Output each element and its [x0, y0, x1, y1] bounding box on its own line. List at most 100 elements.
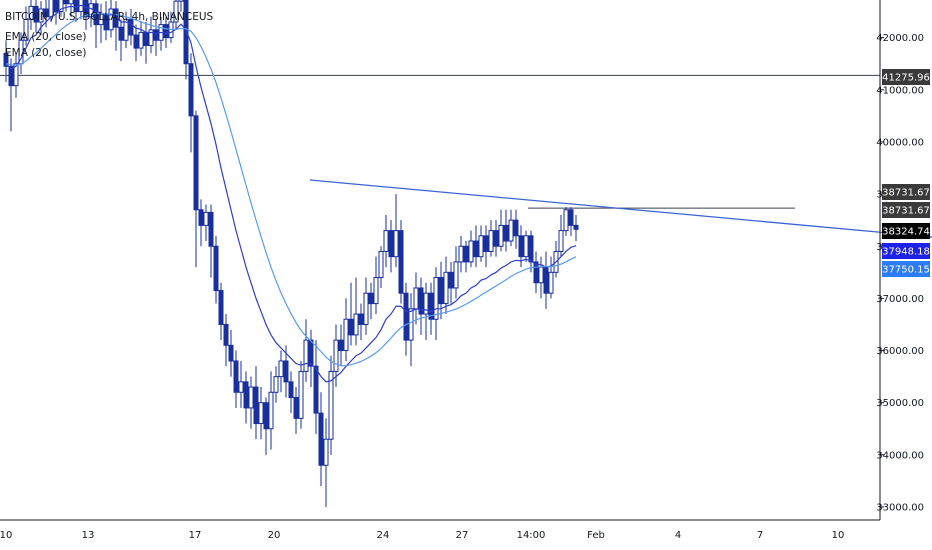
candle[interactable]	[343, 298, 349, 361]
candle[interactable]	[208, 204, 214, 278]
candle[interactable]	[258, 387, 264, 440]
candle[interactable]	[463, 241, 469, 273]
trendline[interactable]	[309, 179, 932, 238]
candle[interactable]	[38, 1, 44, 36]
candle[interactable]	[358, 303, 364, 341]
candle[interactable]	[468, 230, 474, 268]
candle[interactable]	[268, 371, 274, 450]
candle[interactable]	[8, 58, 14, 132]
candle[interactable]	[378, 246, 384, 288]
indicator-label-ema-1[interactable]: EMA (20, close)	[5, 31, 87, 43]
candle[interactable]	[518, 225, 524, 268]
candle[interactable]	[458, 235, 464, 273]
candle[interactable]	[283, 345, 289, 398]
candle[interactable]	[23, 6, 29, 46]
candle[interactable]	[498, 209, 504, 252]
candle[interactable]	[108, 0, 114, 38]
candle[interactable]	[58, 0, 64, 17]
candle[interactable]	[178, 0, 184, 12]
candle[interactable]	[188, 53, 194, 153]
candle[interactable]	[298, 360, 304, 429]
candle[interactable]	[488, 220, 494, 257]
candle[interactable]	[238, 360, 244, 408]
time-axis[interactable]: 10 13 17 20 24 27 14:00 Feb 4 7 10	[0, 530, 844, 541]
candle[interactable]	[493, 220, 499, 257]
candle[interactable]	[243, 371, 249, 424]
candle[interactable]	[68, 0, 74, 17]
candle[interactable]	[313, 340, 319, 434]
candle[interactable]	[3, 40, 9, 82]
candle[interactable]	[213, 235, 219, 304]
candle[interactable]	[173, 0, 179, 30]
candle[interactable]	[433, 267, 439, 341]
candle[interactable]	[513, 209, 519, 249]
trendline-layer[interactable]	[309, 179, 932, 238]
candle[interactable]	[453, 246, 459, 299]
candle[interactable]	[473, 225, 479, 268]
candle[interactable]	[563, 207, 569, 236]
candle[interactable]	[573, 214, 579, 242]
candle[interactable]	[303, 319, 309, 382]
candle[interactable]	[528, 230, 534, 273]
candle[interactable]	[293, 387, 299, 434]
candle[interactable]	[123, 11, 129, 49]
candle[interactable]	[133, 24, 139, 62]
candle[interactable]	[233, 350, 239, 408]
candle[interactable]	[288, 371, 294, 414]
candle[interactable]	[508, 209, 514, 247]
candle[interactable]	[523, 230, 529, 262]
candle[interactable]	[218, 282, 224, 341]
candle[interactable]	[403, 282, 409, 356]
candle[interactable]	[558, 214, 564, 257]
candle[interactable]	[253, 366, 259, 440]
candle[interactable]	[323, 418, 329, 507]
candle[interactable]	[373, 256, 379, 315]
candle[interactable]	[448, 261, 454, 304]
candle[interactable]	[483, 225, 489, 268]
candle[interactable]	[223, 314, 229, 367]
candle[interactable]	[278, 350, 284, 393]
candle[interactable]	[353, 277, 359, 346]
candle[interactable]	[263, 397, 269, 455]
candle[interactable]	[73, 0, 79, 23]
candle[interactable]	[423, 282, 429, 341]
candle[interactable]	[203, 204, 209, 242]
candle[interactable]	[318, 392, 324, 487]
candle[interactable]	[363, 277, 369, 335]
candle[interactable]	[438, 261, 444, 320]
candle[interactable]	[443, 256, 449, 315]
candle[interactable]	[33, 0, 39, 33]
candle[interactable]	[398, 220, 404, 304]
candle[interactable]	[338, 324, 344, 367]
candle[interactable]	[193, 110, 199, 268]
candle[interactable]	[163, 16, 169, 49]
candle[interactable]	[533, 251, 539, 294]
candle[interactable]	[388, 220, 394, 273]
candle[interactable]	[568, 207, 574, 236]
candle[interactable]	[138, 22, 144, 56]
candle[interactable]	[503, 209, 509, 252]
candle[interactable]	[308, 329, 314, 388]
candle[interactable]	[13, 53, 19, 98]
candle[interactable]	[273, 366, 279, 403]
candle[interactable]	[548, 256, 554, 299]
candle[interactable]	[478, 225, 484, 262]
candle[interactable]	[328, 355, 334, 455]
candle[interactable]	[118, 19, 124, 62]
candle[interactable]	[393, 194, 399, 268]
candle[interactable]	[368, 282, 374, 320]
candle[interactable]	[383, 214, 389, 268]
candle[interactable]	[348, 282, 354, 346]
candle[interactable]	[198, 199, 204, 247]
candle[interactable]	[153, 19, 159, 56]
candle[interactable]	[418, 277, 424, 335]
candle[interactable]	[148, 16, 154, 54]
candle[interactable]	[28, 0, 34, 30]
indicator-label-ema-2[interactable]: EMA (20, close)	[5, 47, 87, 59]
candle[interactable]	[428, 282, 434, 335]
candle[interactable]	[43, 0, 49, 28]
candle[interactable]	[128, 8, 134, 46]
candle[interactable]	[408, 293, 414, 367]
candle[interactable]	[53, 0, 59, 25]
